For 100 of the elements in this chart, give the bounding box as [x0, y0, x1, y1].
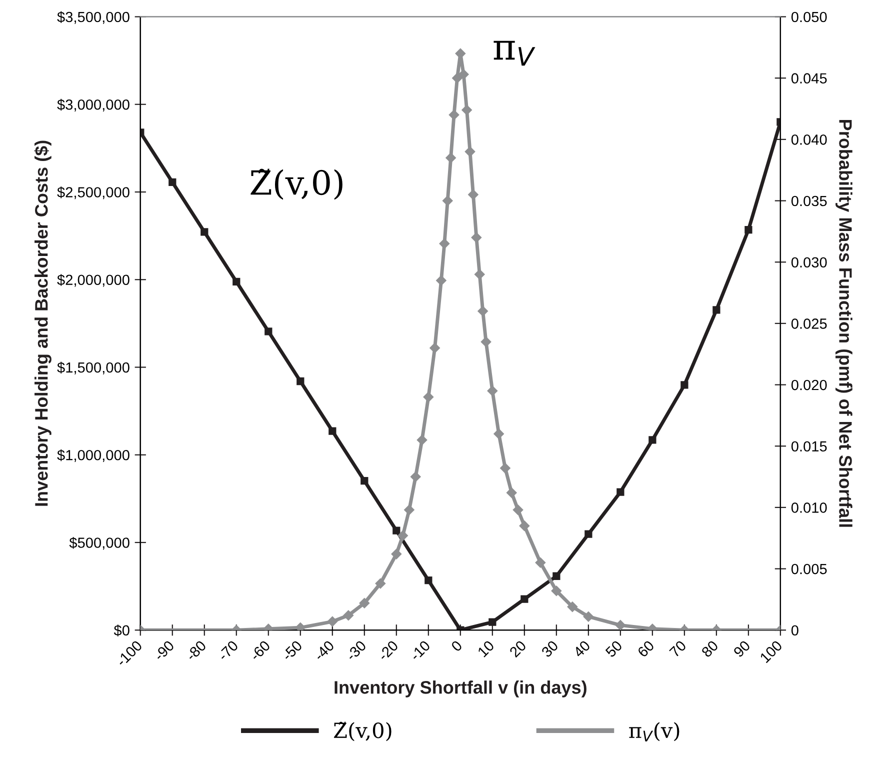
- point: [452, 72, 462, 84]
- point: [520, 595, 528, 603]
- y-tick-label: $1,500,000: [57, 362, 130, 374]
- x-tick-label: -30: [345, 640, 367, 662]
- point: [295, 622, 306, 630]
- x-tick-label: 10: [477, 640, 495, 658]
- point: [488, 618, 496, 626]
- point: [360, 476, 368, 485]
- y2-tick-label: 0.045: [791, 73, 827, 84]
- x-tick-label: -40: [313, 640, 335, 662]
- x-tick-label: -70: [217, 640, 239, 662]
- y2-tick-label: 0.035: [791, 196, 827, 206]
- point: [480, 336, 492, 347]
- point: [487, 386, 498, 396]
- legend-label: Z̃(v,0): [334, 722, 392, 742]
- point: [512, 504, 524, 516]
- point: [359, 598, 370, 608]
- x-tick-label: 90: [732, 640, 751, 658]
- point: [535, 558, 546, 568]
- x-tick-label: -90: [153, 640, 175, 662]
- point: [458, 69, 469, 80]
- point: [343, 610, 354, 620]
- point: [410, 472, 421, 482]
- point: [436, 275, 446, 286]
- point: [375, 578, 386, 589]
- y2-tick-label: 0.030: [791, 257, 827, 268]
- point: [471, 232, 482, 243]
- x-tick-label: -100: [116, 640, 143, 667]
- point: [648, 436, 656, 444]
- y2-tick-label: 0.025: [791, 318, 827, 329]
- point: [404, 504, 414, 516]
- point: [478, 306, 488, 316]
- point: [423, 392, 434, 402]
- x-axis-title: Inventory Shortfall v (in days): [334, 680, 586, 698]
- x-tick-label: 70: [668, 640, 687, 658]
- point: [168, 178, 176, 186]
- point: [468, 190, 478, 200]
- y-axis-title: Inventory Holding and Backorder Costs ($): [34, 140, 52, 506]
- point: [398, 530, 408, 541]
- point: [680, 381, 688, 389]
- point: [615, 620, 626, 630]
- point: [424, 576, 432, 584]
- x-tick-label: 50: [604, 640, 623, 658]
- point: [430, 342, 440, 354]
- y-tick-label: $0: [114, 624, 130, 636]
- point: [551, 586, 562, 596]
- point: [584, 530, 592, 538]
- point: [744, 226, 752, 234]
- point: [328, 427, 336, 435]
- point: [506, 488, 517, 498]
- point: [500, 463, 510, 474]
- y2-tick-label: 0: [791, 625, 798, 636]
- x-tick-label: 40: [572, 640, 591, 658]
- legend-label: π$_{V}$(v): [629, 722, 680, 742]
- point: [446, 152, 456, 163]
- x-tick-label: -20: [377, 640, 399, 662]
- y2-axis-title: Probability Mass Function (pmf) of Net Shortfall: [836, 120, 852, 527]
- x-tick-label: 80: [700, 640, 719, 658]
- y2-tick-label: 0.010: [791, 502, 827, 513]
- point: [327, 616, 338, 627]
- x-tick-label: -60: [249, 640, 271, 662]
- point: [464, 146, 476, 157]
- y2-tick-label: 0.050: [791, 12, 827, 22]
- y-tick-label: $3,500,000: [57, 11, 130, 24]
- x-tick-label: 30: [540, 640, 559, 658]
- point: [296, 377, 304, 386]
- point: [462, 104, 472, 116]
- annotation: π$_{V}$: [494, 40, 536, 66]
- annotation: Z̃(v,0): [250, 168, 342, 200]
- point: [519, 520, 530, 531]
- x-tick-label: -80: [185, 640, 207, 662]
- x-tick-label: -10: [409, 640, 431, 662]
- point: [391, 548, 402, 560]
- point: [494, 428, 504, 439]
- y-tick-label: $2,500,000: [57, 186, 130, 200]
- point: [442, 196, 453, 206]
- x-tick-label: 100: [759, 640, 783, 664]
- point: [232, 278, 240, 286]
- point: [552, 572, 560, 580]
- x-tick-label: 0: [450, 640, 463, 652]
- point: [264, 328, 272, 336]
- x-tick-label: -50: [281, 640, 303, 662]
- x-tick-label: 60: [636, 640, 655, 658]
- point: [448, 110, 460, 120]
- y-tick-label: $2,000,000: [57, 274, 130, 287]
- x-tick-label: 20: [508, 640, 527, 658]
- point: [392, 526, 400, 534]
- point: [416, 434, 428, 446]
- y-tick-label: $1,000,000: [57, 449, 130, 462]
- point: [712, 306, 720, 314]
- y2-tick-label: 0.005: [791, 564, 827, 574]
- point: [567, 602, 578, 612]
- y2-tick-label: 0.040: [791, 134, 827, 145]
- point: [439, 238, 450, 249]
- point: [583, 612, 594, 622]
- y2-tick-label: 0.020: [791, 380, 827, 390]
- y-tick-label: $3,000,000: [57, 98, 130, 112]
- point: [474, 269, 485, 280]
- point: [200, 228, 208, 236]
- y-tick-label: $500,000: [69, 536, 130, 550]
